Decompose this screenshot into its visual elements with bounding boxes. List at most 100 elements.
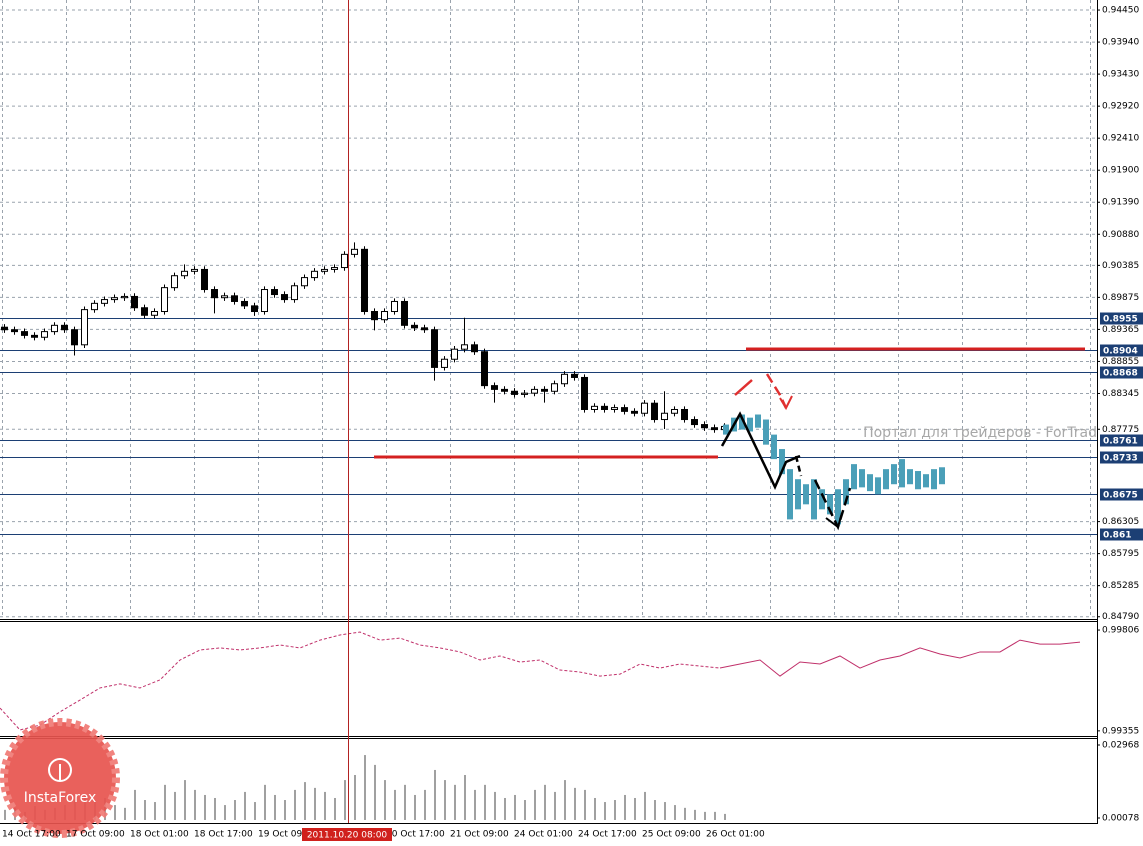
red-arrowhead (779, 395, 793, 411)
candle-body (231, 295, 238, 302)
candle-body (551, 383, 558, 392)
forecast-bar (739, 414, 745, 430)
volume-bar (264, 784, 266, 820)
level-label-box (1100, 312, 1143, 325)
volume-bar (374, 764, 376, 820)
candle-body (51, 324, 58, 333)
candle-body (101, 299, 108, 304)
y-tick-label: 0.91390 (1102, 198, 1139, 208)
level-label-box (1100, 344, 1143, 357)
volume-bar (324, 791, 326, 820)
candle-body (41, 331, 48, 338)
candle-body (221, 295, 228, 299)
indicator-line (0, 631, 721, 731)
volume-bar (184, 780, 186, 820)
x-tick-label: 17 Oct 09:00 (66, 830, 125, 840)
volume-bar (214, 797, 216, 820)
volume-bar (444, 780, 446, 820)
volume-bar (664, 802, 666, 820)
forecast-bar (883, 469, 889, 490)
cursor-label: 2011.10.20 08:00 (307, 831, 388, 841)
volume-bar (644, 791, 646, 820)
candle-body (191, 268, 198, 272)
forecast-bar (859, 469, 865, 488)
x-tick-label: 21 Oct 09:00 (450, 830, 509, 840)
candle-body (271, 289, 278, 296)
forecast-bar (875, 477, 881, 495)
candle-body (161, 287, 168, 313)
candle-body (651, 402, 658, 421)
axes (0, 0, 1098, 824)
forecast-bar (891, 464, 897, 485)
volume-bar (384, 780, 386, 820)
candle-body (521, 392, 528, 395)
forecast-bar (803, 484, 809, 505)
x-tick-label: 18 Oct 17:00 (194, 830, 253, 840)
logo: InstaForex (0, 718, 120, 838)
candle-body (511, 390, 518, 395)
y-tick-label: 0.89875 (1102, 293, 1139, 303)
x-tick-label: 14 Oct 17:00 (2, 830, 61, 840)
volume-bar (194, 789, 196, 820)
candle-body (691, 419, 698, 426)
forecast-bar (851, 464, 857, 490)
candle-body (571, 373, 578, 378)
labels: 0.94450 0.93940 0.93430 0.92920 0.92410 0.919… (2, 6, 1143, 841)
volume-bar (724, 813, 726, 820)
volume-bar (114, 805, 116, 820)
candle-body (151, 311, 158, 316)
forecast-bar (899, 459, 905, 488)
indicator-line (719, 639, 1081, 677)
candle-body (561, 373, 568, 385)
candle-body (451, 348, 458, 360)
volume-bar (624, 794, 626, 820)
y-tick-label: 0.84790 (1102, 612, 1139, 622)
volume-bar (304, 782, 306, 820)
x-tick-label: 20 Oct 17:00 (386, 830, 445, 840)
volume-bar (524, 800, 526, 820)
volume-bar (124, 807, 126, 820)
y-tick-label: 0.93940 (1102, 38, 1139, 48)
candle-body (501, 388, 508, 392)
y-tick-label: 0.02968 (1102, 741, 1139, 751)
volume-bar (164, 784, 166, 820)
candle-body (11, 329, 18, 333)
candle-body (471, 344, 478, 353)
forecast-bar (747, 417, 753, 432)
candle-body (211, 289, 218, 299)
level-label-box (1100, 528, 1143, 541)
forecast-bar (787, 469, 793, 520)
cursor-label-box (302, 828, 392, 841)
volume-bar (154, 802, 156, 820)
candle-body (241, 300, 248, 307)
level-label-box (1100, 451, 1143, 464)
y-tick-label: 0.00078 (1102, 813, 1139, 823)
black-arrow (794, 455, 803, 477)
x-tick-label: 26 Oct 01:00 (706, 830, 765, 840)
level-label: 0.861 (1103, 531, 1131, 541)
y-tick-label: 0.89365 (1102, 325, 1139, 335)
volume-bar (674, 805, 676, 820)
candle-body (301, 277, 308, 287)
level-label: 0.8675 (1103, 491, 1138, 501)
candle-body (421, 327, 428, 331)
forecast-bar (867, 474, 873, 492)
volume-bar (4, 809, 6, 820)
candle-body (261, 289, 268, 313)
forecast-bar (939, 467, 945, 485)
volume-bar (614, 800, 616, 820)
volume-bar (204, 794, 206, 820)
candle-body (201, 268, 208, 291)
x-tick-label: 24 Oct 17:00 (578, 830, 637, 840)
black-arrowhead (825, 512, 843, 529)
volume-bar (434, 769, 436, 820)
volume-bar (584, 789, 586, 820)
candle-body (701, 424, 708, 429)
candle-body (491, 385, 498, 390)
candle-body (441, 358, 448, 368)
volume-bar (634, 797, 636, 820)
candle-body (251, 305, 258, 313)
volume-bar (364, 755, 366, 820)
candle-body (621, 407, 628, 412)
